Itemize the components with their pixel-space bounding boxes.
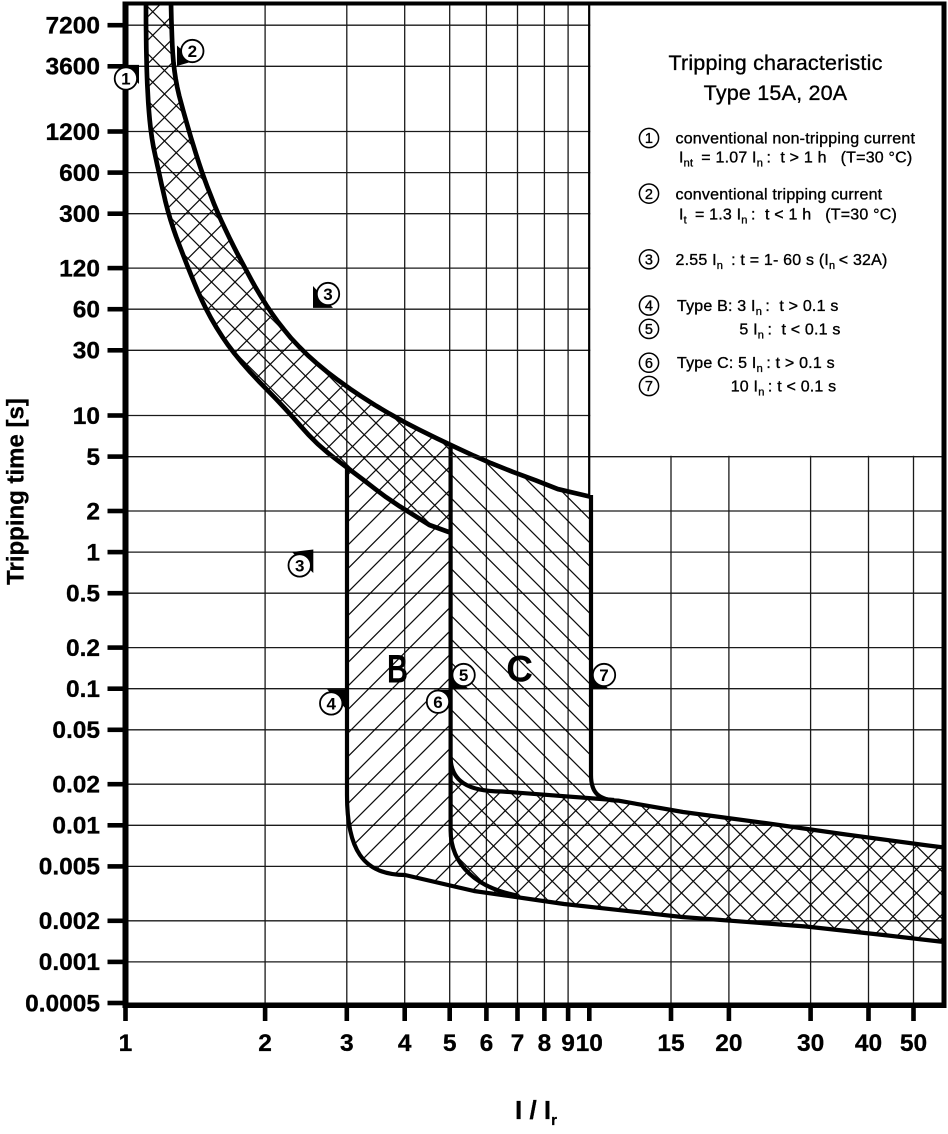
svg-text:2.55 In : t = 1- 60 s (In < 3: 2.55 In : t = 1- 60 s (In < 32A) bbox=[676, 252, 888, 272]
svg-text:Tripping time [s]: Tripping time [s] bbox=[3, 398, 30, 585]
svg-text:conventional non-tripping curr: conventional non-tripping current bbox=[676, 131, 916, 148]
svg-text:4: 4 bbox=[398, 1030, 412, 1057]
svg-text:Type 15A, 20A: Type 15A, 20A bbox=[704, 81, 848, 105]
svg-text:5 In : t < 0.1 s: 5 In : t < 0.1 s bbox=[739, 322, 840, 342]
svg-text:Int = 1.07 In : t > 1 h (T: Int = 1.07 In : t > 1 h (T=30 °C) bbox=[679, 150, 912, 170]
svg-text:10 In : t < 0.1 s: 10 In : t < 0.1 s bbox=[731, 379, 837, 399]
svg-text:0.2: 0.2 bbox=[66, 635, 100, 662]
svg-text:4: 4 bbox=[645, 299, 653, 315]
svg-text:20: 20 bbox=[715, 1030, 742, 1057]
svg-text:6: 6 bbox=[480, 1030, 494, 1057]
svg-text:7: 7 bbox=[599, 666, 608, 685]
svg-text:7200: 7200 bbox=[45, 13, 100, 40]
svg-text:2: 2 bbox=[645, 187, 653, 203]
svg-text:1: 1 bbox=[121, 70, 130, 89]
svg-text:0.1: 0.1 bbox=[66, 676, 100, 703]
svg-text:8: 8 bbox=[538, 1030, 552, 1057]
svg-text:conventional tripping current: conventional tripping current bbox=[676, 187, 883, 204]
svg-text:0.005: 0.005 bbox=[39, 854, 100, 881]
svg-text:3: 3 bbox=[645, 253, 653, 269]
svg-text:600: 600 bbox=[59, 160, 100, 187]
svg-text:15: 15 bbox=[657, 1030, 684, 1057]
svg-text:0.01: 0.01 bbox=[52, 813, 100, 840]
svg-text:I / Ir: I / Ir bbox=[515, 1095, 557, 1129]
svg-text:5: 5 bbox=[86, 444, 100, 471]
svg-text:Type B: 3 In : t > 0.1 s: Type B: 3 In : t > 0.1 s bbox=[677, 298, 839, 318]
svg-text:40: 40 bbox=[855, 1030, 882, 1057]
svg-text:5: 5 bbox=[459, 666, 468, 685]
svg-text:Tripping characteristic: Tripping characteristic bbox=[668, 51, 882, 75]
svg-text:10: 10 bbox=[73, 403, 100, 430]
svg-text:0.5: 0.5 bbox=[66, 581, 100, 608]
svg-text:1: 1 bbox=[86, 539, 100, 566]
svg-text:7: 7 bbox=[645, 379, 653, 395]
svg-text:300: 300 bbox=[59, 201, 100, 228]
svg-text:3: 3 bbox=[323, 285, 332, 304]
svg-text:0.02: 0.02 bbox=[52, 772, 100, 799]
svg-text:1: 1 bbox=[119, 1030, 133, 1057]
svg-text:2: 2 bbox=[86, 498, 100, 525]
svg-text:3: 3 bbox=[340, 1030, 354, 1057]
svg-text:1: 1 bbox=[645, 131, 653, 147]
svg-text:10: 10 bbox=[576, 1030, 603, 1057]
svg-text:120: 120 bbox=[59, 255, 100, 282]
svg-text:6: 6 bbox=[645, 356, 653, 372]
svg-text:0.001: 0.001 bbox=[39, 949, 100, 976]
svg-text:Type C: 5 In : t > 0.1 s: Type C: 5 In : t > 0.1 s bbox=[677, 355, 835, 375]
svg-text:30: 30 bbox=[797, 1030, 824, 1057]
svg-text:1200: 1200 bbox=[45, 119, 100, 146]
svg-text:30: 30 bbox=[73, 338, 100, 365]
svg-text:60: 60 bbox=[73, 297, 100, 324]
svg-text:3: 3 bbox=[295, 557, 304, 576]
svg-text:5: 5 bbox=[645, 322, 653, 338]
svg-text:It = 1.3 In : t < 1 h (T=3: It = 1.3 In : t < 1 h (T=30 °C) bbox=[679, 207, 897, 227]
svg-text:2: 2 bbox=[258, 1030, 272, 1057]
svg-text:B: B bbox=[387, 648, 408, 692]
svg-text:4: 4 bbox=[326, 695, 336, 714]
svg-text:C: C bbox=[506, 649, 533, 690]
svg-text:0.05: 0.05 bbox=[52, 717, 100, 744]
svg-text:7: 7 bbox=[511, 1030, 525, 1057]
svg-text:0.002: 0.002 bbox=[39, 908, 100, 935]
svg-text:5: 5 bbox=[443, 1030, 457, 1057]
svg-text:6: 6 bbox=[433, 693, 442, 712]
svg-text:50: 50 bbox=[900, 1030, 927, 1057]
svg-text:0.0005: 0.0005 bbox=[25, 990, 100, 1017]
svg-text:9: 9 bbox=[561, 1030, 575, 1057]
svg-text:3600: 3600 bbox=[45, 54, 100, 81]
svg-text:2: 2 bbox=[188, 42, 197, 61]
